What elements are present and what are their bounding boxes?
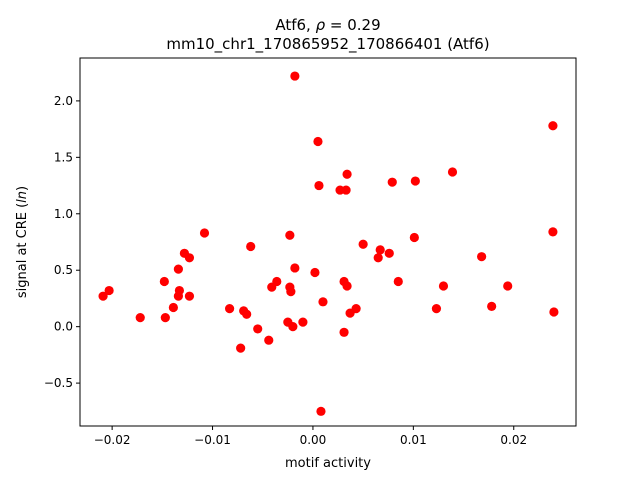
data-point-3 (159, 276, 169, 287)
data-point-19 (264, 335, 274, 345)
data-point-37 (339, 327, 349, 337)
data-point-11 (184, 291, 195, 301)
x-tick-label: 0.01 (400, 433, 427, 447)
data-point-47 (387, 177, 397, 187)
data-point-48 (393, 276, 403, 287)
data-point-45 (375, 245, 385, 255)
data-point-53 (447, 167, 458, 177)
data-point-0 (98, 291, 108, 301)
data-point-27 (290, 71, 300, 81)
data-point-8 (174, 285, 184, 296)
data-point-25 (286, 287, 296, 297)
data-point-59 (549, 307, 559, 317)
data-point-55 (487, 301, 497, 311)
data-point-51 (431, 304, 442, 314)
x-tick-label: 0.00 (300, 433, 327, 447)
x-tick-label: −0.02 (94, 433, 131, 447)
data-point-21 (272, 276, 282, 287)
y-tick-label: 2.0 (54, 94, 73, 108)
data-point-6 (173, 264, 183, 274)
y-tick-label: 0.5 (54, 263, 73, 277)
data-point-5 (168, 302, 178, 313)
y-axis-label: signal at CRE (ln) (15, 186, 30, 298)
data-point-26 (288, 322, 298, 332)
data-point-44 (373, 253, 383, 263)
data-point-30 (310, 267, 320, 278)
data-point-13 (225, 304, 235, 314)
y-tick-label: 1.5 (54, 150, 73, 164)
data-point-57 (548, 121, 558, 131)
data-point-17 (246, 241, 256, 252)
data-point-4 (160, 313, 170, 323)
data-point-34 (318, 297, 328, 307)
data-point-39 (342, 169, 352, 179)
data-point-16 (242, 309, 252, 319)
data-point-23 (285, 230, 295, 240)
y-tick-label: −0.5 (44, 376, 73, 390)
chart-title-line1: Atf6, ρ = 0.29 (275, 16, 380, 34)
data-point-29 (298, 317, 308, 327)
x-tick-label: 0.02 (500, 433, 527, 447)
data-point-12 (199, 228, 210, 238)
y-tick-label: 0.0 (54, 320, 73, 334)
axes-frame (79, 57, 577, 427)
y-tick-label: 1.0 (54, 207, 73, 221)
data-point-54 (477, 252, 487, 262)
data-point-14 (236, 343, 246, 353)
data-point-58 (548, 227, 558, 237)
data-point-38 (341, 185, 351, 195)
data-point-40 (342, 281, 352, 291)
data-point-18 (253, 324, 263, 334)
data-point-10 (184, 253, 195, 263)
data-point-1 (104, 285, 114, 296)
data-point-46 (384, 248, 394, 258)
chart-title-line2: mm10_chr1_170865952_170866401 (Atf6) (166, 35, 489, 54)
data-point-31 (313, 136, 323, 147)
x-tick-label: −0.01 (194, 433, 231, 447)
plot-area: −0.02 −0.01 0.00 0.01 0.02 −0.5 0.0 0.5 1.0 1.5 2.… (44, 57, 577, 447)
data-point-43 (358, 239, 368, 249)
data-point-52 (438, 281, 449, 291)
data-point-2 (135, 313, 145, 323)
data-point-49 (409, 232, 419, 243)
data-point-33 (316, 406, 326, 416)
x-axis-label: motif activity (285, 456, 371, 471)
data-point-28 (290, 263, 300, 273)
data-point-50 (410, 176, 420, 186)
data-point-56 (503, 281, 513, 291)
data-point-32 (314, 180, 324, 191)
data-point-42 (351, 304, 361, 314)
